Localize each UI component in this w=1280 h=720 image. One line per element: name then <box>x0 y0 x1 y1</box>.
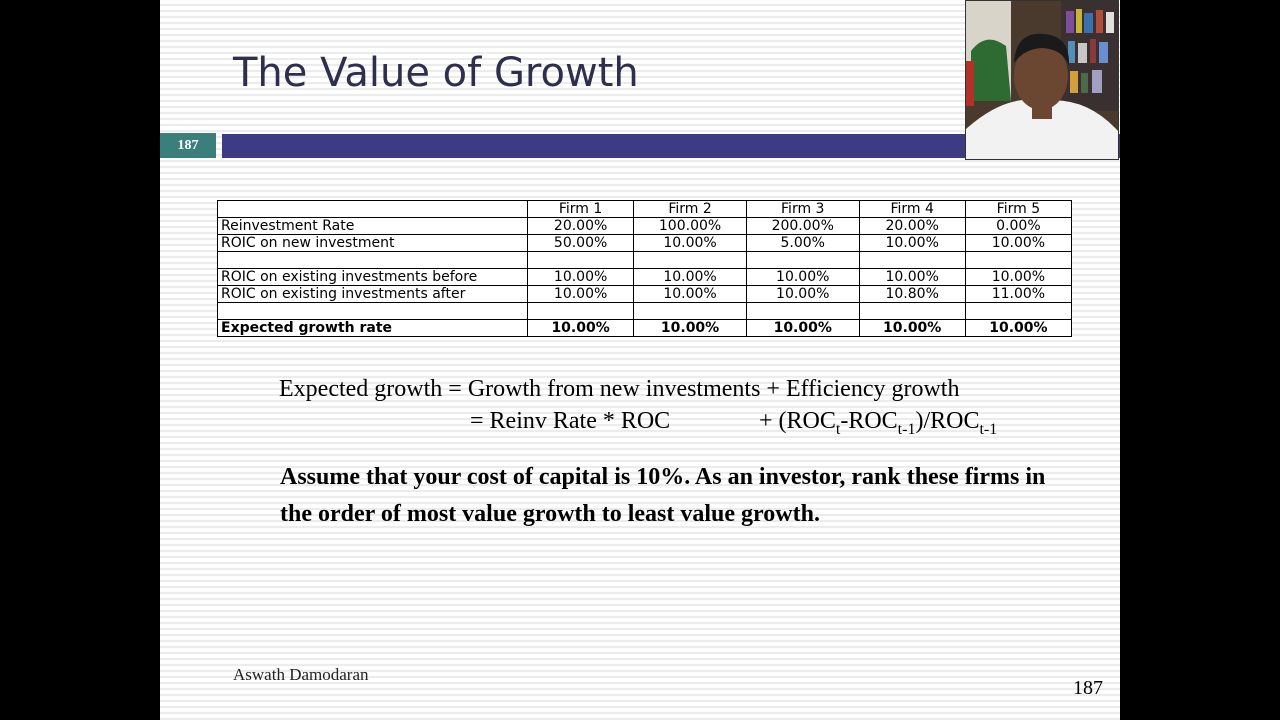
table-row: ROIC on existing investments before 10.0… <box>217 268 1073 286</box>
row-label: ROIC on existing investments before <box>217 268 528 286</box>
table-cell: 10.00% <box>633 285 747 303</box>
table-cell <box>633 302 747 320</box>
row-label: Expected growth rate <box>217 319 528 337</box>
growth-data-table: Firm 1 Firm 2 Firm 3 Firm 4 Firm 5 Reinv… <box>217 200 1073 337</box>
table-row: ROIC on existing investments after 10.00… <box>217 285 1073 303</box>
table-cell <box>745 302 860 320</box>
table-cell: 10.00% <box>526 319 635 337</box>
table-header-cell: Firm 5 <box>964 200 1073 218</box>
table-row-total: Expected growth rate 10.00% 10.00% 10.00… <box>217 319 1073 337</box>
formula-subscript: t <box>835 420 841 438</box>
table-cell <box>633 251 747 269</box>
table-header-cell <box>217 200 528 218</box>
table-cell: 10.00% <box>745 285 860 303</box>
row-label: ROIC on new investment <box>217 234 528 252</box>
row-label <box>217 302 528 320</box>
table-cell: 20.00% <box>526 217 635 235</box>
slide: The Value of Growth 187 <box>160 0 1120 720</box>
table-header-cell: Firm 4 <box>858 200 966 218</box>
table-cell: 10.00% <box>633 234 747 252</box>
table-row-spacer <box>217 251 1073 269</box>
formula-text: )/ROC <box>915 408 980 434</box>
table-header-cell: Firm 1 <box>526 200 635 218</box>
table-cell: 20.00% <box>858 217 966 235</box>
table-cell: 10.00% <box>633 268 747 286</box>
row-label: ROIC on existing investments after <box>217 285 528 303</box>
formula-subscript: t-1 <box>897 420 916 438</box>
slide-title: The Value of Growth <box>233 50 639 96</box>
table-cell: 10.00% <box>526 268 635 286</box>
table-cell <box>964 302 1073 320</box>
table-cell: 10.00% <box>633 319 747 337</box>
table-cell: 10.00% <box>858 319 966 337</box>
table-cell: 10.00% <box>964 234 1073 252</box>
formula-text: + (ROC <box>759 408 836 434</box>
table-cell <box>858 302 966 320</box>
table-cell: 0.00% <box>964 217 1073 235</box>
table-cell <box>858 251 966 269</box>
table-cell: 200.00% <box>745 217 860 235</box>
table-cell: 10.00% <box>964 319 1073 337</box>
table-cell: 50.00% <box>526 234 635 252</box>
table-cell: 10.00% <box>745 319 860 337</box>
formula-text: -ROC <box>840 408 898 434</box>
table-cell: 100.00% <box>633 217 747 235</box>
table-header-cell: Firm 3 <box>745 200 860 218</box>
table-cell <box>526 251 635 269</box>
question-text: Assume that your cost of capital is 10%.… <box>280 464 1046 527</box>
formula-line-2-left: = Reinv Rate * ROC <box>470 408 671 434</box>
table-cell: 11.00% <box>964 285 1073 303</box>
table-cell: 10.00% <box>858 234 966 252</box>
table-cell: 5.00% <box>745 234 860 252</box>
presenter-video-frame <box>966 1 1118 159</box>
table-cell <box>526 302 635 320</box>
row-label: Reinvestment Rate <box>217 217 528 235</box>
table-header-cell: Firm 2 <box>633 200 747 218</box>
table-cell: 10.00% <box>964 268 1073 286</box>
table-row: ROIC on new investment 50.00% 10.00% 5.0… <box>217 234 1073 252</box>
table-cell: 10.80% <box>858 285 966 303</box>
footer-author: Aswath Damodaran <box>233 665 369 684</box>
table-cell: 10.00% <box>745 268 860 286</box>
table-cell: 10.00% <box>526 285 635 303</box>
page-number: 187 <box>1073 677 1103 699</box>
table-row-spacer <box>217 302 1073 320</box>
formula-line-2-right: + (ROCt-ROCt-1)/ROCt-1 <box>759 408 997 439</box>
table-cell <box>964 251 1073 269</box>
row-label <box>217 251 528 269</box>
slide-number-badge: 187 <box>160 133 216 158</box>
formula-subscript: t-1 <box>979 420 998 438</box>
table-cell: 10.00% <box>858 268 966 286</box>
presenter-webcam-overlay <box>965 0 1119 160</box>
formula-line-1: Expected growth = Growth from new invest… <box>279 376 960 402</box>
table-cell <box>745 251 860 269</box>
table-header-row: Firm 1 Firm 2 Firm 3 Firm 4 Firm 5 <box>217 200 1073 218</box>
table-row: Reinvestment Rate 20.00% 100.00% 200.00%… <box>217 217 1073 235</box>
